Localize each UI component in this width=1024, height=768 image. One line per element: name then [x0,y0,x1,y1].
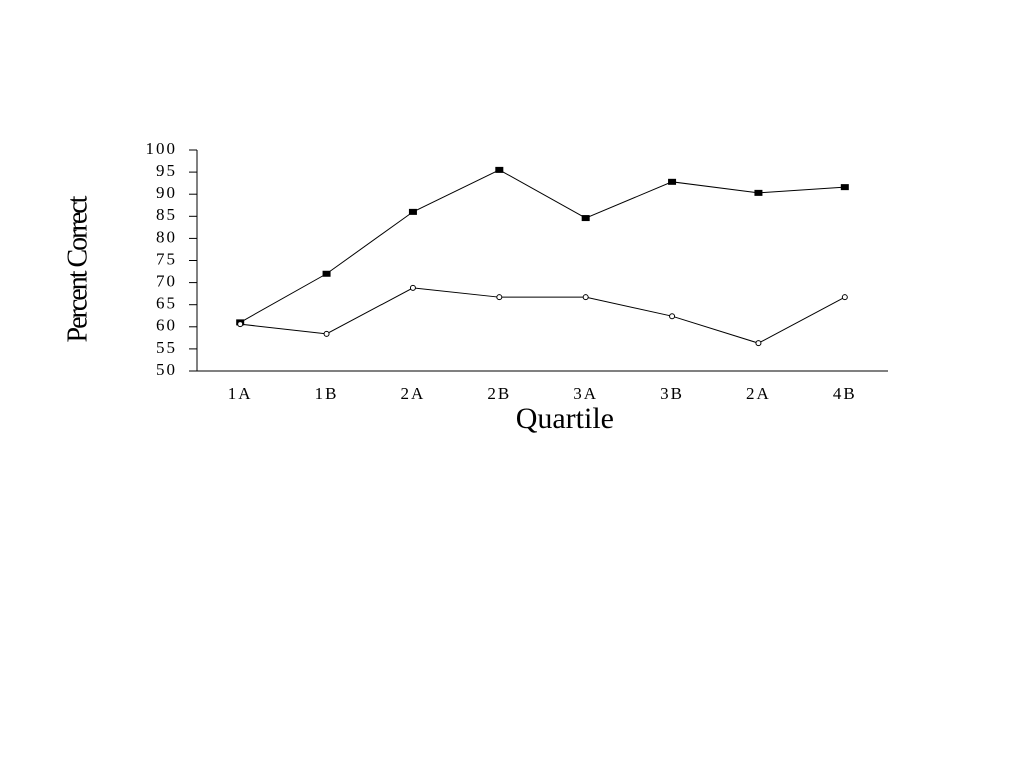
y-tick-label: 50 [156,360,177,379]
y-tick-label: 65 [156,294,177,313]
marker [582,294,589,301]
marker [408,208,417,215]
marker [841,294,848,301]
marker [496,294,503,301]
marker [755,340,762,347]
y-tick-label: 100 [146,139,178,158]
x-tick-label: 3A [573,384,598,403]
y-tick-label: 60 [156,316,177,335]
y-tick-label: 80 [156,227,177,246]
y-tick-label: 70 [156,272,177,291]
marker [322,270,331,277]
marker [754,189,763,196]
marker [495,166,504,173]
marker [669,313,676,320]
marker [409,284,416,291]
y-tick-label: 75 [156,249,177,268]
x-tick-label: 4B [833,384,857,403]
y-tick-label: 90 [156,183,177,202]
x-axis-label: Quartile [516,402,614,435]
y-tick-label: 85 [156,205,177,224]
marker [323,330,330,337]
series-line [240,287,846,344]
y-tick-label: 55 [156,338,177,357]
y-tick-label: 95 [156,161,177,180]
marker [237,321,244,328]
x-tick-label: 3B [660,384,684,403]
marker [581,215,590,222]
x-tick-label: 1A [228,384,253,403]
marker [840,184,849,191]
marker [668,178,677,185]
x-tick-label: 2A [746,384,771,403]
y-axis-label: Percent Correct [62,195,93,342]
x-tick-label: 2A [401,384,426,403]
x-tick-label: 2B [487,384,511,403]
series-line [239,169,845,323]
x-tick-label: 1B [315,384,339,403]
